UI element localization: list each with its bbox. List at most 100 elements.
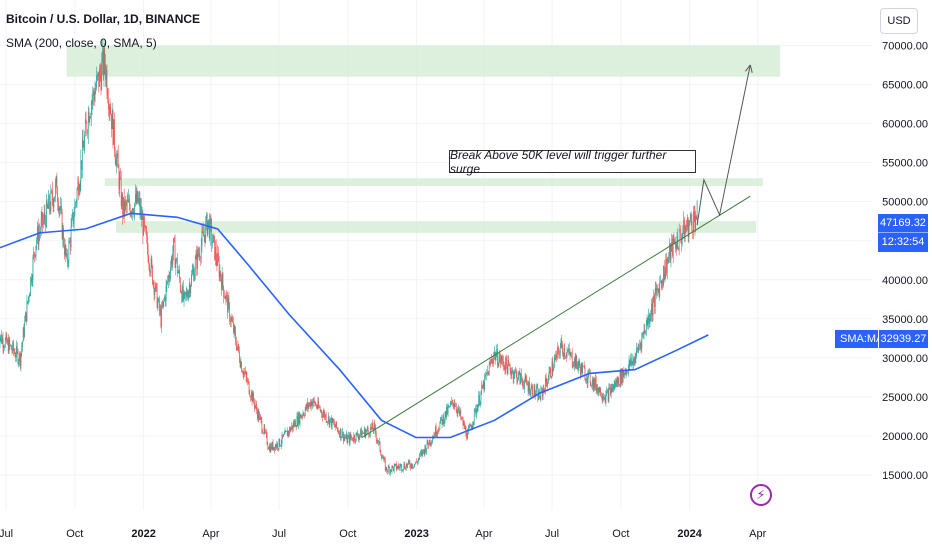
candle-body [521,373,522,379]
candle-body [192,272,193,274]
candle-body [119,167,120,189]
candle-body [600,388,601,393]
candle-body [609,387,610,388]
currency-button[interactable]: USD [880,8,918,34]
candle-body [677,236,678,249]
candle-body [149,262,150,265]
candle-body [425,446,426,454]
candle-body [275,445,276,450]
candle-body [247,377,248,382]
candle-body [664,266,665,280]
candle-body [508,360,509,374]
candle-body [662,281,663,285]
candle-body [413,467,414,468]
candle-body [86,120,87,123]
candle-body [688,217,689,236]
candle-body [467,432,468,439]
candle-body [175,241,176,268]
candle-body [464,423,465,429]
candle-body [354,435,355,440]
candle-body [353,440,354,441]
candle-body [415,463,416,464]
candle-body [564,348,565,356]
candle-body [637,348,638,349]
lightning-bolt-icon[interactable]: ⚡ [750,484,772,506]
candle-body [512,370,513,372]
candle-body [529,382,530,391]
candle-body [287,431,288,436]
candle-body [166,282,167,286]
time-tick-label: Oct [612,528,629,540]
candle-body [12,349,13,350]
candle-body [258,411,259,419]
candle-body [483,382,484,388]
candle-body [525,376,526,382]
candle-body [174,238,175,241]
candle-body [181,293,182,302]
candle-body [289,428,290,434]
candle-body [293,423,294,429]
candle-body [106,70,107,79]
candle-body [604,398,605,399]
candle-body [430,440,431,444]
candle-body [387,471,388,472]
candle-body [170,267,171,278]
candle-body [256,404,257,410]
candle-body [635,358,636,363]
candle-body [557,348,558,359]
candle-body [658,289,659,290]
time-tick-label: Jul [272,528,286,540]
candle-body [683,233,684,237]
candle-body [383,458,384,459]
candle-body [547,382,548,386]
candle-body [252,393,253,402]
candle-body [531,388,532,394]
candle-body [405,468,406,469]
candle-body [470,425,471,427]
candle-body [5,339,6,347]
candle-body [235,332,236,342]
candle-body [572,353,573,365]
candle-body [258,411,259,420]
candle-body [0,335,1,339]
candle-body [515,370,516,371]
candle-body [255,406,256,408]
candle-body [291,425,292,428]
candle-body [119,177,120,189]
candle-body [95,91,96,100]
candle-body [632,358,633,361]
candle-body [291,428,292,431]
candle-body [607,391,608,392]
candle-body [671,245,672,259]
time-tick-label: Apr [749,528,766,540]
candle-body [121,178,122,206]
indicator-legend[interactable]: SMA (200, close, 0, SMA, 5) [6,36,157,50]
candle-body [612,384,613,391]
candle-body [94,96,95,101]
candle-body [65,245,66,256]
candle-body [481,392,482,401]
candle-body [34,252,35,255]
candle-body [281,443,282,445]
candle-body [530,393,531,394]
candle-body [100,69,101,75]
candle-body [146,233,147,236]
candle-body [167,281,168,282]
candle-body [548,379,549,382]
candle-body [694,212,695,215]
candle-body [397,468,398,469]
candle-body [229,298,230,304]
candle-body [186,292,187,295]
candle-body [522,380,523,381]
candle-body [197,249,198,268]
candle-body [32,280,33,283]
candle-body [497,349,498,365]
candle-body [567,352,568,357]
candle-body [643,333,644,334]
time-tick-label: Jul [545,528,559,540]
candle-body [238,344,239,351]
annotation-text[interactable]: Break Above 50K level will trigger furth… [449,150,696,173]
candle-body [58,202,59,211]
